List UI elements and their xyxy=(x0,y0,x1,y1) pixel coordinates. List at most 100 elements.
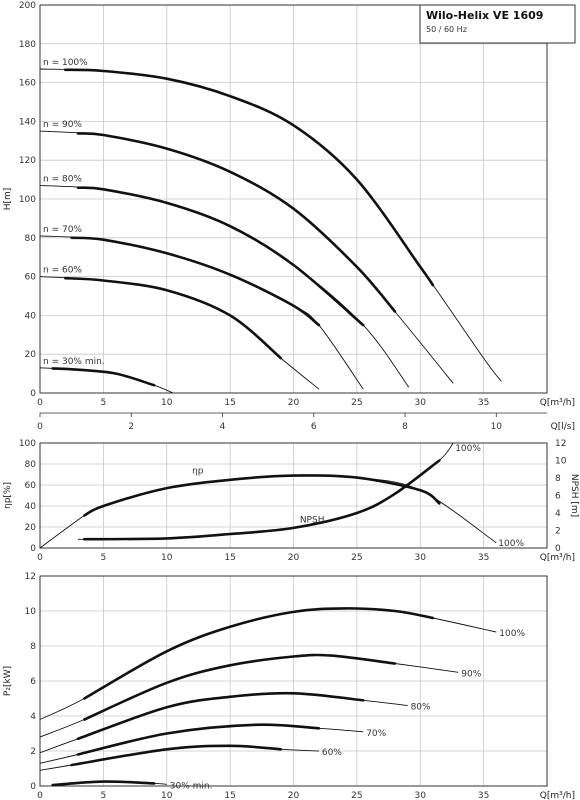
series-label: n = 70% xyxy=(43,225,82,235)
y-tick-label: 40 xyxy=(25,311,37,321)
y-tick-label: 20 xyxy=(25,350,37,360)
y-tick-label: 80 xyxy=(25,460,37,470)
x-tick-label: 5 xyxy=(101,791,107,800)
series-label: 80% xyxy=(411,703,431,713)
series-line-operating xyxy=(76,723,321,756)
y-tick-label: 20 xyxy=(25,523,37,533)
chart-subtitle: 50 / 60 Hz xyxy=(426,25,467,34)
series-line-operating xyxy=(76,132,397,313)
y-tick-label: 140 xyxy=(19,117,36,127)
x-tick-label: 10 xyxy=(161,398,173,408)
y2-tick-label: 10 xyxy=(555,457,567,467)
y2-axis-label: NPSH [m] xyxy=(569,474,579,517)
secondary-x-tick-label: 2 xyxy=(128,422,134,432)
series-line-operating xyxy=(76,691,365,741)
y-axis-label: ηp[%] xyxy=(3,482,13,509)
x-tick-label: 35 xyxy=(478,553,489,563)
series-curve-label: 100% xyxy=(498,539,524,549)
y-tick-label: 200 xyxy=(19,1,36,11)
series-label: 70% xyxy=(366,729,386,739)
x-tick-label: 35 xyxy=(478,398,489,408)
plot-frame xyxy=(39,575,548,787)
x-tick-label: 20 xyxy=(288,791,300,800)
y-axis-label: P₂[kW] xyxy=(3,666,13,696)
y2-tick-label: 2 xyxy=(555,527,561,537)
series-label: 90% xyxy=(461,669,481,679)
series-line-thin xyxy=(39,692,408,754)
x-tick-label: 25 xyxy=(351,398,362,408)
series-label: n = 90% xyxy=(43,120,82,130)
y-tick-label: 100 xyxy=(19,439,36,449)
series-label: 30% min. xyxy=(170,781,213,791)
x-axis-label: Q[m³/h] xyxy=(540,791,575,800)
x-tick-label: 10 xyxy=(161,791,173,800)
x-tick-label: 30 xyxy=(415,398,427,408)
y-tick-label: 2 xyxy=(30,747,36,757)
series-line-thin xyxy=(39,68,502,382)
x-axis-label: Q[m³/h] xyxy=(540,398,575,408)
x-tick-label: 30 xyxy=(415,553,427,563)
x-tick-label: 20 xyxy=(288,398,300,408)
x-tick-label: 0 xyxy=(37,398,43,408)
title-box-frame xyxy=(419,4,576,44)
y-tick-label: 40 xyxy=(25,502,37,512)
secondary-x-tick-label: 4 xyxy=(220,422,226,432)
y-tick-label: 60 xyxy=(25,273,37,283)
series-line-operating xyxy=(64,276,283,360)
head-panel: 0 5 10 15 20 25 30 3502040608010012014016018020… xyxy=(3,1,575,432)
title-box: Wilo-Helix VE 1609 50 / 60 Hz xyxy=(419,4,576,44)
series-line-thin xyxy=(39,474,497,549)
y-tick-label: 180 xyxy=(19,40,36,50)
series-line-operating xyxy=(51,367,156,387)
series-label: n = 60% xyxy=(43,266,82,276)
x-tick-label: 25 xyxy=(351,791,362,800)
y-tick-label: 12 xyxy=(25,572,36,582)
series-curve-label: 100% xyxy=(455,444,481,454)
x-tick-label: 10 xyxy=(161,553,173,563)
y-tick-label: 0 xyxy=(30,389,36,399)
secondary-x-axis-label: Q[l/s] xyxy=(551,422,575,432)
x-tick-label: 0 xyxy=(37,791,43,800)
plot-frame xyxy=(39,4,548,394)
series-line-thin xyxy=(39,130,454,384)
x-tick-label: 0 xyxy=(37,553,43,563)
y2-tick-label: 0 xyxy=(555,544,561,554)
x-tick-label: 20 xyxy=(288,553,300,563)
y-tick-label: 120 xyxy=(19,156,36,166)
series-name-label: NPSH xyxy=(300,516,325,526)
y-tick-label: 0 xyxy=(30,782,36,792)
series-line-operating xyxy=(83,474,441,517)
series-name-label: ηp xyxy=(192,466,204,476)
y-tick-label: 80 xyxy=(25,234,37,244)
y-tick-label: 160 xyxy=(19,79,36,89)
y-tick-label: 60 xyxy=(25,481,37,491)
secondary-x-tick-label: 10 xyxy=(491,422,503,432)
y-axis-label: H[m] xyxy=(3,188,13,211)
y-tick-label: 10 xyxy=(25,607,37,617)
y-tick-label: 100 xyxy=(19,195,36,205)
x-axis-label: Q[m³/h] xyxy=(540,553,575,563)
y-tick-label: 8 xyxy=(30,642,36,652)
x-tick-label: 35 xyxy=(478,791,489,800)
series-label: n = 100% xyxy=(43,58,88,68)
series-line-operating xyxy=(76,186,365,327)
secondary-x-tick-label: 8 xyxy=(402,422,408,432)
y2-tick-label: 4 xyxy=(555,509,561,519)
series-label: n = 30% min. xyxy=(43,357,105,367)
chart-title: Wilo-Helix VE 1609 xyxy=(426,9,543,22)
y-tick-label: 0 xyxy=(30,544,36,554)
series-label: 60% xyxy=(322,748,342,758)
x-tick-label: 15 xyxy=(224,791,235,800)
y2-tick-label: 12 xyxy=(555,439,566,449)
y2-tick-label: 6 xyxy=(555,492,561,502)
y2-tick-label: 8 xyxy=(555,474,561,484)
series-line-thin xyxy=(39,724,364,764)
series-line-operating xyxy=(70,236,321,327)
series-line-operating xyxy=(83,607,435,700)
y-tick-label: 6 xyxy=(30,677,36,687)
x-tick-label: 5 xyxy=(101,398,107,408)
series-line-operating xyxy=(51,780,156,787)
series-line-operating xyxy=(70,744,283,767)
x-tick-label: 15 xyxy=(224,553,235,563)
